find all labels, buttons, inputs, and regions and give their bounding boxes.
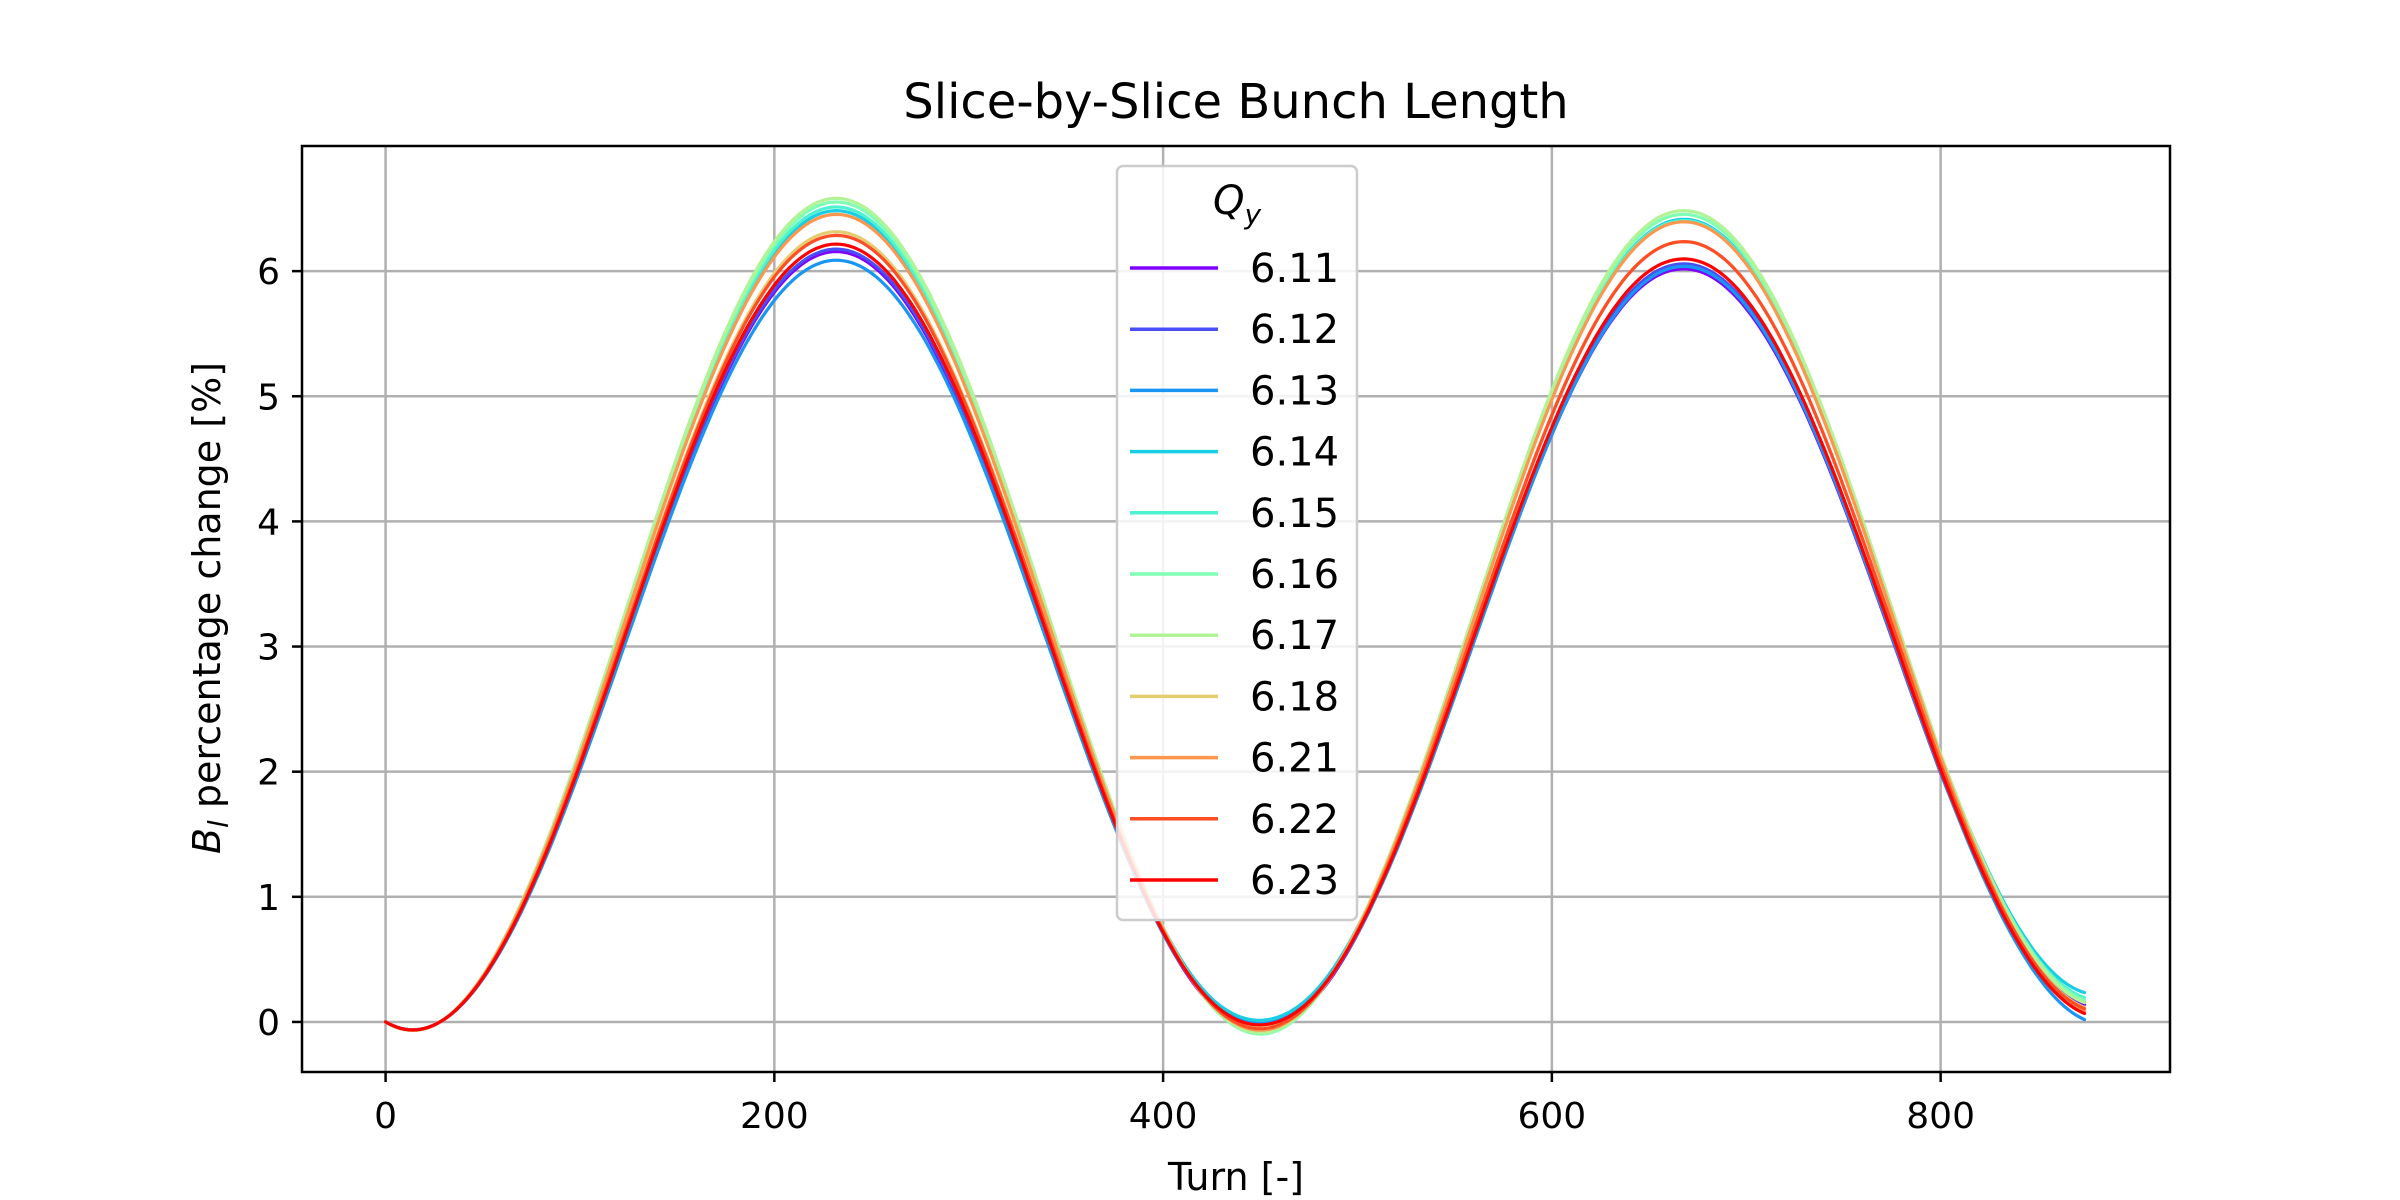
- series-lines: [384, 196, 2087, 1036]
- legend-items: 6.11 6.12 6.13 6.14 6.15 6.16 6.17 6.18 6.21 6.22…: [1130, 246, 1339, 904]
- legend-box: [1115, 164, 1359, 922]
- legend-label-6.11: 6.11: [1250, 246, 1339, 292]
- legend-label-6.23: 6.23: [1250, 858, 1339, 904]
- legend-label-6.14: 6.14: [1250, 430, 1339, 476]
- x-tick-label: 0: [374, 1096, 397, 1137]
- y-axis-label-text: percentage change [%]: [185, 362, 229, 820]
- y-axis-ticks: 0 1 2 3 4 5 6: [257, 252, 302, 1044]
- x-axis-ticks: 0 200 400 600 800: [374, 1072, 1975, 1137]
- y-axis-label-symbol: B: [185, 828, 229, 854]
- x-tick-label: 600: [1518, 1096, 1587, 1137]
- legend-title-symbol: Q: [1213, 178, 1244, 224]
- x-tick-label: 200: [740, 1096, 809, 1137]
- legend: Qy 6.116.126.136.146.156.166.176.186.216…: [1115, 164, 1359, 922]
- y-tick-label: 3: [257, 628, 280, 669]
- series-line-6.23: [384, 242, 2087, 1032]
- x-tick-label: 800: [1906, 1096, 1975, 1137]
- legend-label-6.15: 6.15: [1250, 491, 1339, 537]
- legend-label-6.13: 6.13: [1250, 368, 1339, 414]
- y-tick-label: 5: [257, 377, 280, 418]
- y-tick-label: 2: [257, 753, 280, 794]
- legend-label-6.22: 6.22: [1250, 797, 1339, 843]
- y-axis-label: Bl percentage change [%]: [185, 362, 235, 854]
- series-line-6.22: [384, 233, 2087, 1032]
- legend-label-6.12: 6.12: [1250, 307, 1339, 353]
- legend-label-6.21: 6.21: [1250, 736, 1339, 782]
- y-tick-label: 1: [257, 878, 280, 919]
- plot-frame: [300, 144, 2172, 1074]
- x-axis-label: Turn [-]: [1167, 1155, 1304, 1199]
- legend-title: Qy: [1213, 178, 1261, 231]
- y-axis-label-subscript: l: [202, 820, 235, 828]
- legend-label-6.18: 6.18: [1250, 674, 1339, 720]
- y-tick-label: 0: [257, 1003, 280, 1044]
- y-tick-label: 6: [257, 252, 280, 293]
- legend-title-subscript: y: [1243, 198, 1261, 231]
- series-line-6.17: [384, 196, 2087, 1035]
- legend-label-6.16: 6.16: [1250, 552, 1339, 598]
- x-tick-label: 400: [1129, 1096, 1198, 1137]
- y-tick-label: 4: [257, 502, 280, 543]
- legend-label-6.17: 6.17: [1250, 613, 1339, 659]
- chart-title: Slice-by-Slice Bunch Length: [903, 74, 1568, 130]
